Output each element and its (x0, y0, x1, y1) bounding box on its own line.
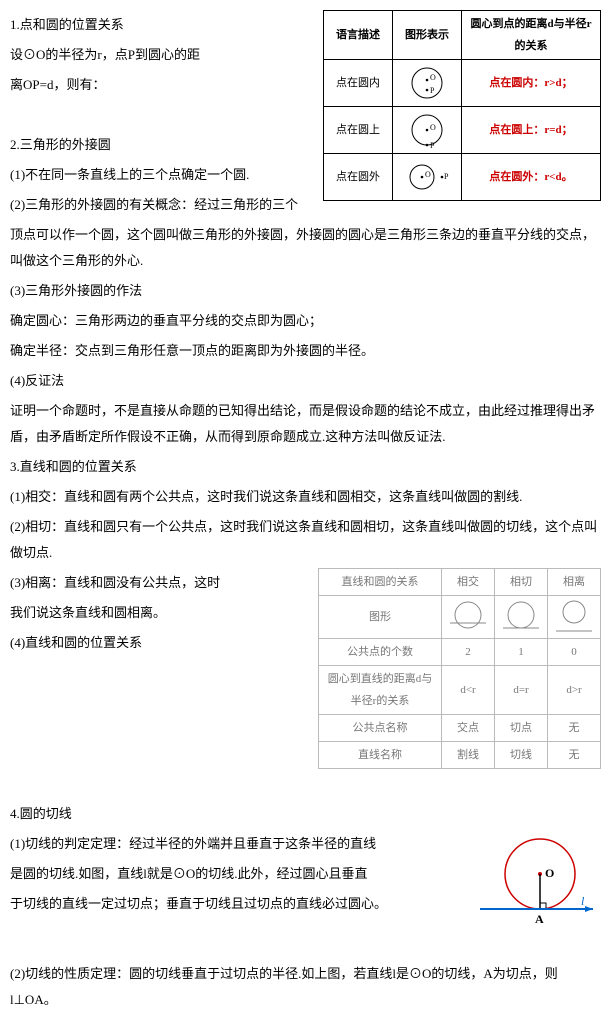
point-circle-table: 语言描述 图形表示 圆心到点的距离d与半径r的关系 点在圆内 O P 点在圆内：… (323, 10, 601, 201)
row-rel: 点在圆上：r=d； (462, 107, 601, 154)
s3-title: 3.直线和圆的位置关系 (10, 452, 601, 482)
rel-cell: d>r (548, 666, 601, 715)
svg-text:O: O (430, 73, 436, 82)
s2-p3b: 确定半径：交点到三角形任意一顶点的距离即为外接圆的半径。 (10, 336, 601, 366)
s2-p3: (3)三角形外接圆的作法 (10, 276, 601, 306)
row-rel: 点在圆外：r<d。 (462, 154, 601, 201)
label-O: O (545, 866, 554, 880)
svg-text:O: O (425, 170, 431, 179)
rel-cell: 切线 (495, 742, 548, 769)
s4-title: 4.圆的切线 (10, 799, 601, 829)
row-fig-inside: O P (393, 60, 462, 107)
rel-h2: 相切 (495, 569, 548, 596)
label-A: A (535, 912, 544, 926)
row-desc: 点在圆上 (324, 107, 393, 154)
rel-row-h: 公共点名称 (319, 715, 442, 742)
s2-p3a: 确定圆心：三角形两边的垂直平分线的交点即为圆心； (10, 306, 601, 336)
rel-row-h: 圆心到直线的距离d与半径r的关系 (319, 666, 442, 715)
row-desc: 点在圆内 (324, 60, 393, 107)
rel-cell: 切点 (495, 715, 548, 742)
th-fig: 图形表示 (393, 11, 462, 60)
rel-cell: 割线 (442, 742, 495, 769)
row-fig-on: O P (393, 107, 462, 154)
s2-p4: (4)反证法 (10, 366, 601, 396)
fig-apart (548, 596, 601, 639)
th-rel: 圆心到点的距离d与半径r的关系 (462, 11, 601, 60)
rel-cell: 交点 (442, 715, 495, 742)
rel-row-fig-h: 图形 (319, 596, 442, 639)
line-circle-table: 直线和圆的关系 相交 相切 相离 图形 公共点的个数 2 1 0 圆心到直线的距… (318, 568, 601, 769)
fig-tangent (495, 596, 548, 639)
label-l: l (581, 894, 585, 908)
rel-cell: 无 (548, 715, 601, 742)
rel-cell: 0 (548, 639, 601, 666)
th-desc: 语言描述 (324, 11, 393, 60)
svg-text:P: P (430, 141, 435, 150)
s2-p2b: 顶点可以作一个圆，这个圆叫做三角形的外接圆，外接圆的圆心是三角形三条边的垂直平分… (10, 220, 601, 276)
rel-row-h: 直线名称 (319, 742, 442, 769)
rel-cell: d<r (442, 666, 495, 715)
svg-text:P: P (444, 172, 449, 181)
row-rel: 点在圆内：r>d； (462, 60, 601, 107)
s3-p2: (2)相切：直线和圆只有一个公共点，这时我们说这条直线和圆相切，这条直线叫做圆的… (10, 512, 601, 568)
rel-cell: 1 (495, 639, 548, 666)
row-desc: 点在圆外 (324, 154, 393, 201)
rel-cell: 无 (548, 742, 601, 769)
tangent-figure: O l A (475, 829, 595, 929)
svg-text:O: O (430, 123, 436, 132)
svg-text:P: P (430, 86, 435, 95)
rel-h1: 相交 (442, 569, 495, 596)
s4-p2: (2)切线的性质定理：圆的切线垂直于过切点的半径.如上图，若直线l是⊙O的切线，… (10, 959, 601, 1015)
s3-p1: (1)相交：直线和圆有两个公共点，这时我们说这条直线和圆相交，这条直线叫做圆的割… (10, 482, 601, 512)
rel-h3: 相离 (548, 569, 601, 596)
rel-row-h: 公共点的个数 (319, 639, 442, 666)
row-fig-out: O P (393, 154, 462, 201)
rel-h0: 直线和圆的关系 (319, 569, 442, 596)
s2-p4a: 证明一个命题时，不是直接从命题的已知得出结论，而是假设命题的结论不成立，由此经过… (10, 396, 601, 452)
rel-cell: 2 (442, 639, 495, 666)
rel-cell: d=r (495, 666, 548, 715)
fig-intersect (442, 596, 495, 639)
